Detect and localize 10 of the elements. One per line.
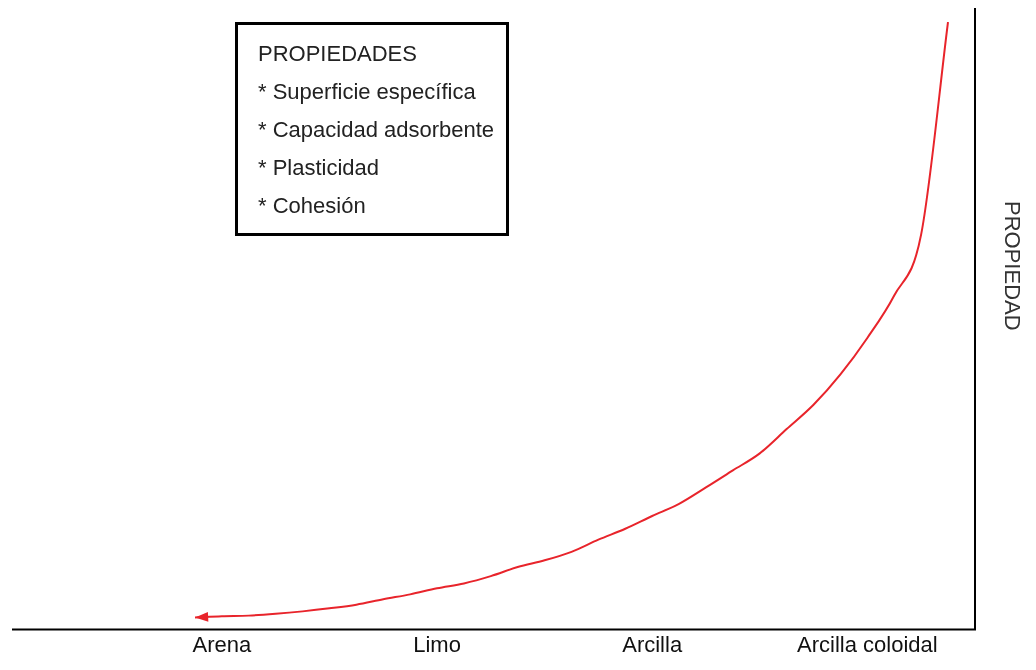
annotation: * Plasticidad [258, 154, 381, 182]
x-tick-label: Arena [192, 631, 252, 657]
x-tick-label: Arcilla coloidal [797, 631, 938, 657]
annotation: * Superficie específica [258, 78, 477, 106]
annotation: * Cohesión [258, 192, 367, 220]
x-tick-label: Arcilla [622, 631, 683, 657]
annotation: * Capacidad adsorbente [258, 116, 495, 144]
annotation: PROPIEDADES [258, 40, 418, 68]
y-axis-title: PROPIEDAD [999, 201, 1025, 331]
x-tick-label: Limo [413, 631, 461, 657]
